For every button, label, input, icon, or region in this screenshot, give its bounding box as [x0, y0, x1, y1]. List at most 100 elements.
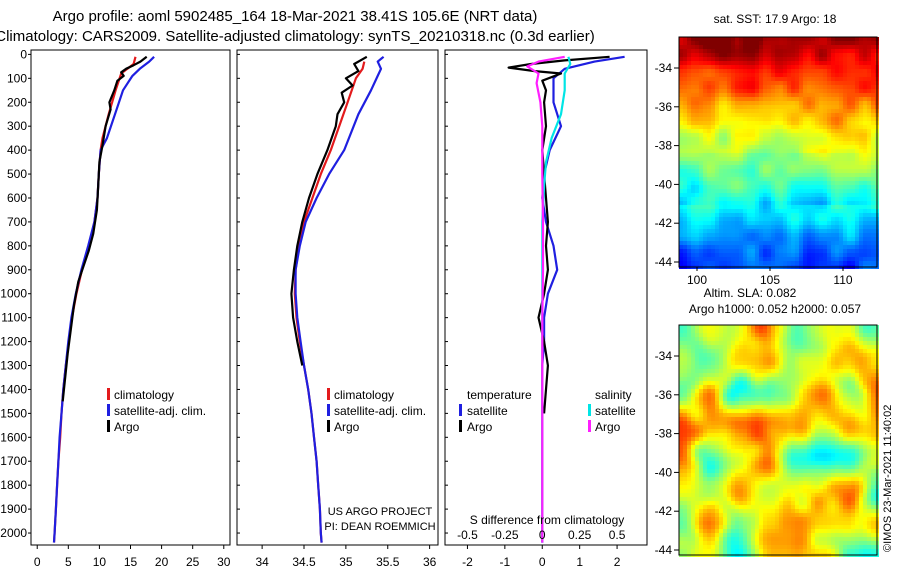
map-cell — [843, 61, 847, 65]
map-cell — [823, 461, 827, 465]
map-cell — [739, 89, 743, 93]
map-cell — [687, 381, 691, 385]
map-cell — [863, 245, 867, 249]
map-cell — [683, 225, 687, 229]
map-cell — [691, 409, 695, 413]
map-cell — [695, 345, 699, 349]
map-cell — [859, 429, 863, 433]
map-cell — [739, 37, 743, 41]
map-cell — [747, 421, 751, 425]
map-cell — [755, 397, 759, 401]
map-cell — [799, 201, 803, 205]
map-cell — [747, 413, 751, 417]
map-cell — [715, 365, 719, 369]
map-cell — [787, 153, 791, 157]
map-cell — [863, 109, 867, 113]
x-tick-label: 5 — [65, 555, 72, 569]
map-cell — [791, 369, 795, 373]
map-cell — [683, 53, 687, 57]
map-cell — [735, 45, 739, 49]
map-cell — [755, 365, 759, 369]
map-cell — [807, 121, 811, 125]
map-cell — [679, 113, 683, 117]
map-cell — [819, 345, 823, 349]
map-cell — [871, 261, 875, 265]
map-cell — [699, 353, 703, 357]
map-cell — [863, 405, 867, 409]
map-cell — [815, 385, 819, 389]
map-cell — [867, 345, 871, 349]
map-cell — [755, 121, 759, 125]
map-cell — [723, 61, 727, 65]
map-cell — [835, 37, 839, 41]
legend-swatch-satellite-adj — [107, 404, 110, 416]
map-cell — [779, 101, 783, 105]
map-cell — [679, 409, 683, 413]
map-cell — [791, 401, 795, 405]
map-cell — [807, 429, 811, 433]
map-cell — [851, 157, 855, 161]
map-cell — [771, 81, 775, 85]
map-cell — [687, 441, 691, 445]
map-cell — [823, 457, 827, 461]
map-cell — [803, 117, 807, 121]
map-cell — [795, 445, 799, 449]
map-cell — [791, 129, 795, 133]
map-cell — [807, 397, 811, 401]
map-cell — [687, 457, 691, 461]
map-cell — [791, 145, 795, 149]
map-cell — [715, 457, 719, 461]
map-cell — [771, 41, 775, 45]
map-cell — [847, 89, 851, 93]
map-cell — [727, 181, 731, 185]
map-cell — [755, 81, 759, 85]
map-cell — [767, 417, 771, 421]
map-cell — [719, 77, 723, 81]
map-cell — [799, 197, 803, 201]
map-cell — [767, 137, 771, 141]
map-cell — [739, 125, 743, 129]
map-cell — [727, 369, 731, 373]
map-cell — [679, 393, 683, 397]
map-cell — [703, 41, 707, 45]
map-cell — [695, 409, 699, 413]
map-cell — [795, 413, 799, 417]
map-cell — [799, 129, 803, 133]
map-cell — [699, 445, 703, 449]
map-cell — [687, 461, 691, 465]
map-cell — [715, 61, 719, 65]
map-cell — [723, 349, 727, 353]
map-cell — [691, 349, 695, 353]
map-cell — [691, 473, 695, 477]
map-cell — [771, 213, 775, 217]
map-cell — [747, 173, 751, 177]
map-cell — [759, 257, 763, 261]
map-cell — [719, 237, 723, 241]
map-cell — [811, 433, 815, 437]
map-cell — [863, 261, 867, 265]
map-cell — [711, 449, 715, 453]
map-cell — [795, 157, 799, 161]
map-cell — [687, 253, 691, 257]
map-cell — [855, 381, 859, 385]
map-cell — [835, 357, 839, 361]
map-cell — [691, 93, 695, 97]
map-cell — [699, 341, 703, 345]
map-cell — [807, 225, 811, 229]
map-cell — [811, 425, 815, 429]
map-cell — [835, 177, 839, 181]
map-cell — [711, 69, 715, 73]
map-cell — [803, 361, 807, 365]
map-cell — [771, 193, 775, 197]
map-cell — [799, 237, 803, 241]
map-cell — [759, 461, 763, 465]
map-cell — [787, 241, 791, 245]
map-cell — [695, 73, 699, 77]
map-cell — [847, 201, 851, 205]
map-cell — [791, 333, 795, 337]
map-cell — [847, 229, 851, 233]
map-cell — [715, 425, 719, 429]
map-cell — [839, 81, 843, 85]
map-cell — [723, 189, 727, 193]
map-cell — [683, 153, 687, 157]
